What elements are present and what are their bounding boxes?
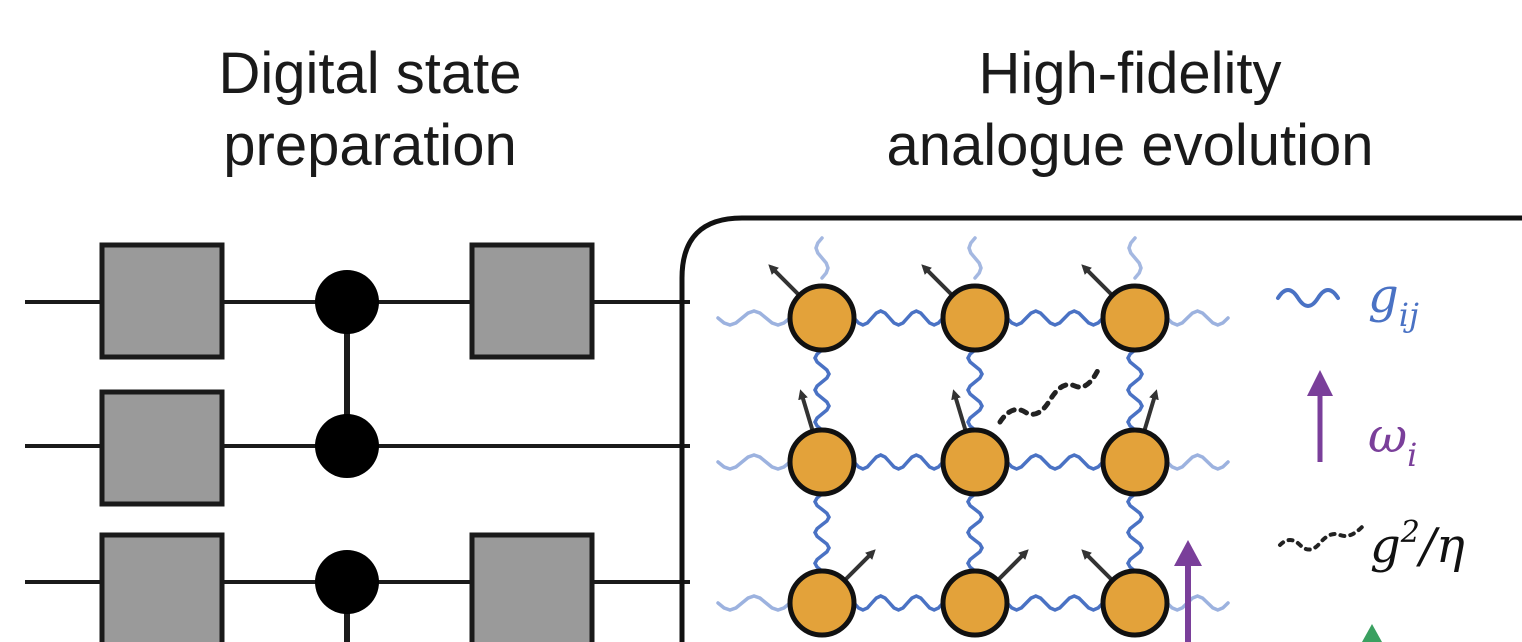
- coupler-line: [852, 594, 945, 612]
- coupler-line: [716, 453, 792, 471]
- qubit-node: [940, 283, 1010, 353]
- qubit-node: [1100, 568, 1170, 638]
- coupler-line: [967, 236, 983, 280]
- coupler-line: [813, 348, 831, 432]
- qubit-node: [940, 427, 1010, 497]
- effective-interaction-line: [997, 363, 1103, 425]
- coupler-line: [1165, 594, 1230, 612]
- coupler-line: [966, 348, 984, 432]
- qubit-node: [787, 283, 857, 353]
- qubit-node: [787, 427, 857, 497]
- qubit-node: [1100, 283, 1170, 353]
- qubit-node: [1100, 427, 1170, 497]
- coupler-network: [716, 236, 1230, 612]
- control-dot: [315, 414, 379, 478]
- coupler-line: [813, 492, 831, 573]
- gate-boxes: [99, 242, 595, 642]
- coupler-line: [1005, 309, 1105, 327]
- control-dot: [315, 270, 379, 334]
- single-qubit-gate: [469, 242, 595, 360]
- coupler-line: [1126, 348, 1144, 432]
- digital-title-line1: Digital state: [218, 41, 522, 106]
- legend: gij ωi g2/η: [1276, 268, 1465, 574]
- wavy-line-icon: [1276, 288, 1340, 308]
- control-dots: [315, 270, 379, 614]
- frequency-label: ωi: [1368, 408, 1417, 474]
- analogue-title-line1: High-fidelity: [978, 41, 1282, 106]
- analogue-title: High-fidelity analogue evolution: [800, 38, 1460, 182]
- single-qubit-gate: [99, 242, 225, 360]
- coupler-line: [852, 309, 945, 327]
- coupler-line: [814, 236, 830, 280]
- frequency-drive-arrow: [1174, 540, 1202, 642]
- digital-title-line2: preparation: [223, 113, 517, 178]
- coupler-line: [1165, 309, 1230, 327]
- coupler-line: [1005, 453, 1105, 471]
- coupler-line: [966, 492, 984, 573]
- coupling-label: gij: [1368, 268, 1419, 334]
- qubit-node: [940, 568, 1010, 638]
- coupler-line: [1126, 492, 1144, 573]
- coupler-line: [716, 594, 792, 612]
- dotted-wavy-line-icon: [1278, 525, 1364, 552]
- digital-title: Digital state preparation: [90, 38, 650, 182]
- coupler-line: [1165, 453, 1230, 471]
- single-qubit-gate: [99, 389, 225, 507]
- single-qubit-gate: [99, 532, 225, 642]
- up-arrow-icon: [1307, 370, 1333, 462]
- coupler-line: [1005, 594, 1105, 612]
- coupler-line: [716, 309, 792, 327]
- control-dot: [315, 550, 379, 614]
- qubit-node: [787, 568, 857, 638]
- analogue-panel-frame: [679, 215, 1522, 642]
- qubit-lattice: [768, 264, 1170, 638]
- effective-coupling-label: g2/η: [1370, 515, 1465, 574]
- green-arrow-tip: [1362, 624, 1382, 642]
- single-qubit-gate: [469, 532, 595, 642]
- coupler-line: [1127, 236, 1143, 280]
- analogue-title-line2: analogue evolution: [886, 113, 1374, 178]
- coupler-line: [852, 453, 945, 471]
